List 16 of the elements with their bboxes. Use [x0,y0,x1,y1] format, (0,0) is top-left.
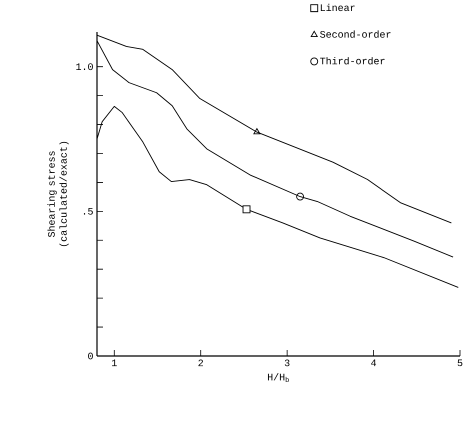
point [253,128,260,134]
y-tick-label: 0 [88,352,93,360]
legend-label: Linear [320,4,355,12]
point [296,192,304,201]
x-tick-label: 2 [198,360,204,366]
point [242,205,250,214]
x-tick-label: 1 [112,360,117,366]
x-axis-title: H/H$_{b}$ [268,373,289,382]
x-tick-label: 4 [371,360,376,366]
y-axis-title: Shearing stress (calculated/exact) [47,142,69,246]
y-tick-label: 1.0 [76,63,93,70]
legend-label: Third-order [320,57,385,64]
y-tick-label: .5 [84,208,93,215]
legend-label: Second-order [320,30,391,38]
x-tick-label: 3 [284,360,290,366]
x-tick-label: 5 [458,360,462,366]
